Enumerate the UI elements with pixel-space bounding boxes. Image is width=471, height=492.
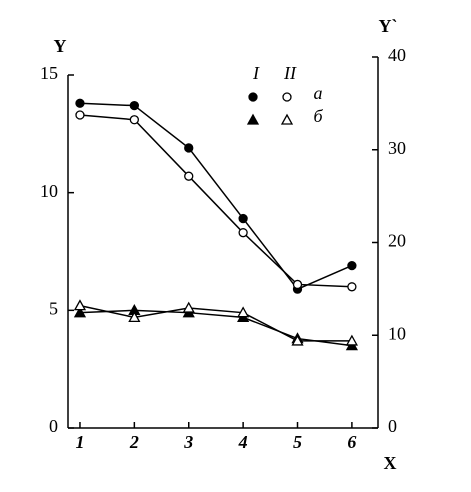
legend-column-label: I [252, 63, 260, 83]
y-tick-label: 10 [40, 181, 58, 201]
y2-tick-label: 30 [388, 138, 406, 158]
y2-tick-label: 20 [388, 231, 406, 251]
legend-marker [282, 92, 292, 102]
x-tick-label: 2 [129, 432, 139, 452]
y-axis-label: Y [54, 36, 67, 56]
legend-column-label: II [283, 63, 297, 83]
data-point [345, 334, 358, 346]
y2-tick-label: 10 [388, 323, 406, 343]
data-point [129, 115, 140, 125]
y2-axis-label: Y` [379, 16, 398, 36]
x-tick-label: 5 [293, 432, 302, 452]
data-point [347, 260, 357, 271]
series-line [79, 114, 352, 288]
data-point [73, 306, 87, 318]
data-point [291, 334, 304, 346]
series-line [79, 304, 352, 342]
legend-marker [248, 92, 258, 102]
data-point [184, 143, 194, 153]
data-point [292, 279, 303, 290]
data-point [75, 98, 85, 108]
data-point [182, 301, 195, 313]
y2-tick-label: 0 [388, 416, 397, 436]
x-tick-label: 4 [238, 432, 248, 452]
legend-row-label: б [313, 106, 323, 126]
data-point [238, 228, 248, 238]
legend-row-label: а [314, 83, 323, 103]
series-line [79, 309, 352, 347]
x-axis-label: X [384, 453, 397, 473]
legend-marker [246, 113, 260, 125]
data-point [75, 110, 85, 120]
data-point [184, 171, 194, 181]
x-tick-label: 6 [347, 432, 356, 452]
data-point [237, 306, 250, 318]
legend-marker [280, 113, 294, 125]
x-tick-label: 1 [75, 432, 84, 452]
x-tick-label: 3 [183, 432, 193, 452]
y-tick-label: 5 [49, 298, 58, 318]
data-point [73, 299, 87, 311]
data-point [128, 311, 141, 323]
y-tick-label: 15 [40, 63, 58, 83]
data-point [238, 213, 248, 224]
data-point [129, 100, 140, 111]
y2-tick-label: 40 [388, 45, 406, 65]
series-line [79, 102, 353, 291]
data-point [347, 282, 357, 292]
y-tick-label: 0 [49, 416, 58, 436]
